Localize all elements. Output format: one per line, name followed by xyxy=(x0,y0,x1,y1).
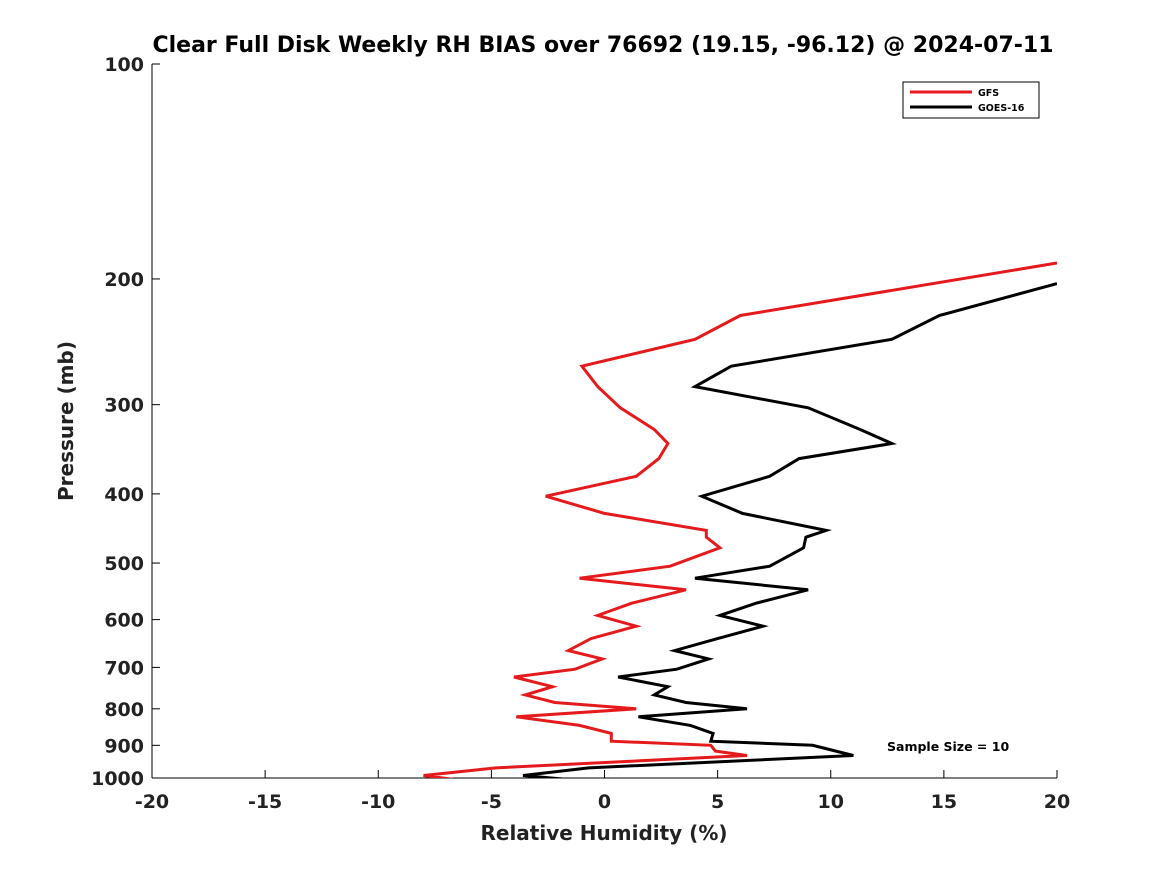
y-tick-label: 500 xyxy=(104,553,144,575)
series-layer xyxy=(423,261,1057,778)
y-tick-label: 400 xyxy=(104,484,144,506)
legend: GFS GOES-16 xyxy=(902,81,1040,119)
x-tick-label: 20 xyxy=(1044,791,1070,813)
x-tick-label: 0 xyxy=(598,791,611,813)
series-line-gfs xyxy=(423,261,1057,778)
y-tick-label: 200 xyxy=(104,269,144,291)
y-axis-label: Pressure (mb) xyxy=(54,341,78,501)
legend-box xyxy=(902,81,1040,119)
sample-size-annotation: Sample Size = 10 xyxy=(887,739,1009,754)
x-tick-label: -10 xyxy=(361,791,395,813)
legend-label-goes16: GOES-16 xyxy=(978,103,1025,114)
x-ticks: -20 -15 -10 -5 0 5 10 15 20 xyxy=(135,770,1070,813)
y-tick-label: 700 xyxy=(104,657,144,679)
y-tick-label: 100 xyxy=(104,54,144,76)
series-line-goes16 xyxy=(522,282,1057,778)
x-tick-label: 5 xyxy=(711,791,724,813)
y-tick-label: 1000 xyxy=(91,768,144,790)
y-tick-label: 300 xyxy=(104,395,144,417)
x-tick-label: -15 xyxy=(248,791,282,813)
x-axis-label: Relative Humidity (%) xyxy=(480,821,727,845)
x-tick-label: 15 xyxy=(931,791,957,813)
y-ticks: 100 200 300 400 500 600 700 800 900 1000 xyxy=(91,54,160,790)
chart-title: Clear Full Disk Weekly RH BIAS over 7669… xyxy=(152,33,1053,58)
y-tick-label: 600 xyxy=(104,610,144,632)
x-tick-label: 10 xyxy=(818,791,844,813)
y-tick-label: 900 xyxy=(104,735,144,757)
x-tick-label: -20 xyxy=(135,791,169,813)
x-tick-label: -5 xyxy=(481,791,502,813)
legend-label-gfs: GFS xyxy=(978,88,999,99)
y-tick-label: 800 xyxy=(104,699,144,721)
